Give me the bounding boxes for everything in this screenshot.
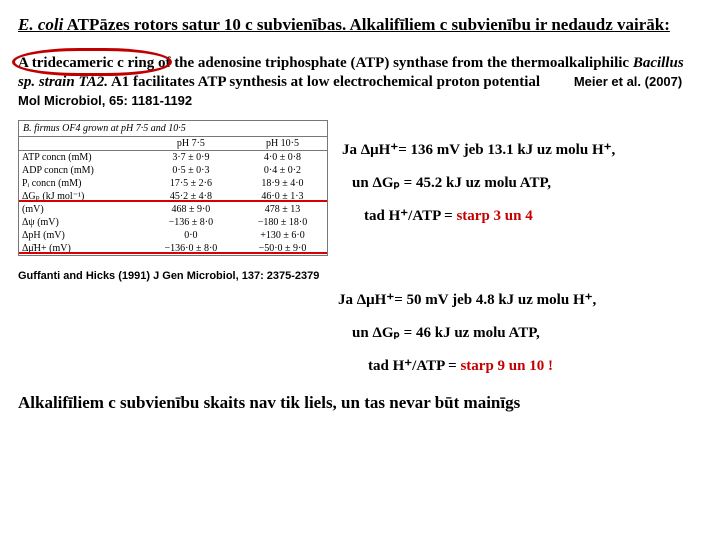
title-rest: ATPāzes rotors satur 10 c subvienības. A…	[63, 15, 670, 34]
formulas-upper: Ja ΔμH⁺= 136 mV jeb 13.1 kJ uz molu H⁺, …	[342, 120, 702, 282]
conclusion: Alkalifīliem c subvienību skaits nav tik…	[18, 393, 702, 413]
para-text2: A1 facilitates ATP synthesis at low elec…	[108, 74, 540, 90]
table-row: ATP concn (mM)3·7 ± 0·94·0 ± 0·8	[19, 151, 328, 165]
table-row: ΔpH (mV)0·0+130 ± 6·0	[19, 229, 328, 242]
formula-1: Ja ΔμH⁺= 136 mV jeb 13.1 kJ uz molu H⁺,	[342, 140, 702, 159]
table-caption: B. firmus OF4 grown at pH 7·5 and 10·5	[18, 120, 328, 136]
para-text1: A tridecameric c ring of the adenosine t…	[18, 55, 633, 71]
th-1: pH 7·5	[144, 137, 238, 151]
table-row: ΔGₚ (kJ mol⁻¹)45·2 ± 4·846·0 ± 1·3	[19, 190, 328, 203]
table-row: Pᵢ concn (mM)17·5 ± 2·618·9 ± 4·0	[19, 177, 328, 190]
table-row: Δμ̄H+ (mV)−136·0 ± 8·0−50·0 ± 9·0	[19, 242, 328, 256]
table-row: Δψ (mV)−136 ± 8·0−180 ± 18·0	[19, 216, 328, 229]
formula-5: un ΔGₚ = 46 kJ uz molu ATP,	[352, 323, 702, 342]
th-2: pH 10·5	[238, 137, 328, 151]
main-paragraph: A tridecameric c ring of the adenosine t…	[18, 54, 702, 110]
formula-3: tad H⁺/ATP = starp 3 un 4	[364, 206, 702, 225]
table-cite: Guffanti and Hicks (1991) J Gen Microbio…	[18, 270, 328, 282]
data-table-block: B. firmus OF4 grown at pH 7·5 and 10·5 p…	[18, 120, 328, 282]
formula-6: tad H⁺/ATP = starp 9 un 10 !	[368, 356, 702, 375]
slide-title: E. coli ATPāzes rotors satur 10 c subvie…	[18, 14, 702, 36]
formula-2: un ΔGₚ = 45.2 kJ uz molu ATP,	[352, 173, 702, 192]
title-italic: E. coli	[18, 15, 63, 34]
table-row: (mV)468 ± 9·0478 ± 13	[19, 203, 328, 216]
table-row: ADP concn (mM)0·5 ± 0·30·4 ± 0·2	[19, 164, 328, 177]
formula-4: Ja ΔμH⁺= 50 mV jeb 4.8 kJ uz molu H⁺,	[338, 290, 702, 309]
data-table: pH 7·5 pH 10·5 ATP concn (mM)3·7 ± 0·94·…	[18, 136, 328, 256]
formulas-lower: Ja ΔμH⁺= 50 mV jeb 4.8 kJ uz molu H⁺, un…	[18, 290, 702, 375]
th-0	[19, 137, 144, 151]
